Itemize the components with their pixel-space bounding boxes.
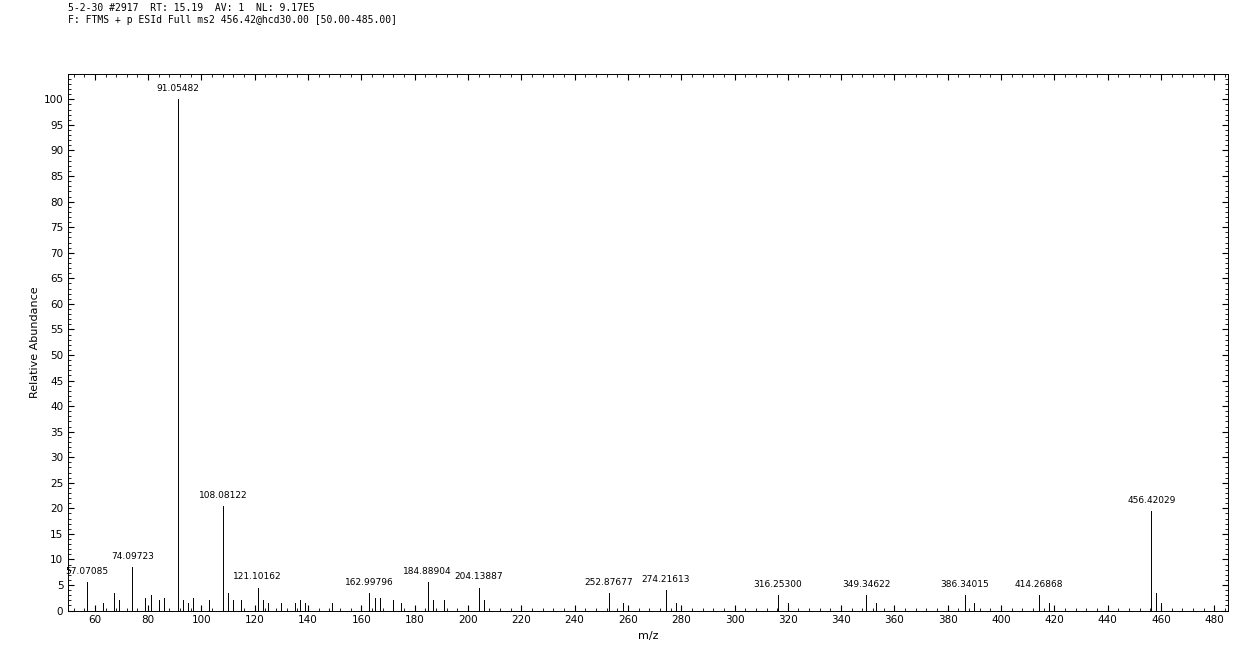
Text: 91.05482: 91.05482 (156, 85, 200, 93)
X-axis label: m/z: m/z (637, 631, 658, 641)
Text: 108.08122: 108.08122 (198, 491, 247, 500)
Text: 274.21613: 274.21613 (641, 575, 689, 584)
Text: 316.25300: 316.25300 (754, 580, 802, 589)
Text: 74.09723: 74.09723 (112, 552, 154, 561)
Text: 162.99796: 162.99796 (345, 578, 394, 586)
Text: F: FTMS + p ESId Full ms2 456.42@hcd30.00 [50.00-485.00]: F: FTMS + p ESId Full ms2 456.42@hcd30.0… (68, 15, 397, 25)
Text: 349.34622: 349.34622 (842, 580, 890, 589)
Text: 252.87677: 252.87677 (584, 578, 634, 586)
Text: 204.13887: 204.13887 (455, 572, 503, 582)
Text: 57.07085: 57.07085 (66, 568, 109, 576)
Y-axis label: Relative Abundance: Relative Abundance (30, 287, 40, 398)
Text: 121.10162: 121.10162 (233, 572, 281, 582)
Text: 5-2-30 #2917  RT: 15.19  AV: 1  NL: 9.17E5: 5-2-30 #2917 RT: 15.19 AV: 1 NL: 9.17E5 (68, 3, 315, 13)
Text: 414.26868: 414.26868 (1014, 580, 1064, 589)
Text: 184.88904: 184.88904 (403, 568, 453, 576)
Text: 386.34015: 386.34015 (940, 580, 990, 589)
Text: 456.42029: 456.42029 (1127, 496, 1176, 505)
